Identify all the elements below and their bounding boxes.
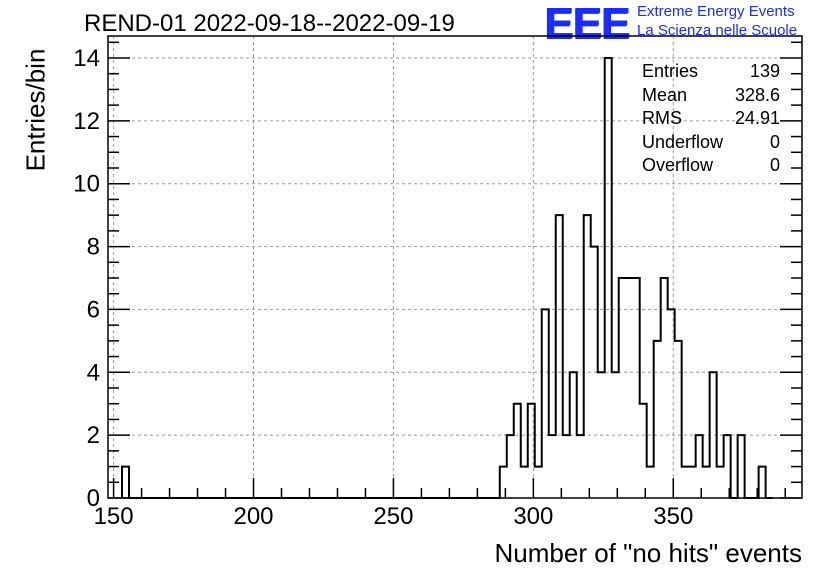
y-tick-label: 4: [87, 359, 100, 386]
x-tick-label: 350: [653, 503, 693, 530]
eee-logo-mark: EEE: [544, 0, 630, 48]
x-tick-label: 200: [233, 503, 273, 530]
chart-title: REND-01 2022-09-18--2022-09-19: [84, 10, 455, 37]
y-tick-label: 0: [87, 485, 100, 512]
logo-line-2: La Scienza nelle Scuole: [637, 22, 798, 39]
y-tick-labels: 0 2 4 6 8 10 12 14: [73, 45, 100, 512]
stat-entries: Entries 139: [642, 61, 780, 81]
stat-rms: RMS 24.91: [642, 108, 780, 128]
y-tick-label: 8: [87, 234, 100, 261]
y-tick-label: 10: [73, 171, 100, 198]
y-tick-label: 14: [73, 45, 100, 72]
x-tick-label: 250: [373, 503, 413, 530]
stat-mean: Mean 328.6: [642, 84, 780, 105]
axis-ticks: [108, 41, 802, 499]
eee-logo-text: Extreme Energy Events La Scienza nelle S…: [637, 2, 797, 40]
x-tick-label: 150: [94, 503, 134, 530]
y-axis-label: Entries/bin: [20, 48, 51, 172]
stat-underflow: Underflow 0: [642, 131, 780, 152]
plot-frame: [107, 35, 803, 499]
logo-line-1: Extreme Energy Events: [637, 3, 795, 20]
stats-box: Entries 139 Mean 328.6 RMS 24.91 Underflow 0…: [642, 60, 780, 178]
grid-lines: [108, 36, 802, 498]
y-tick-label: 6: [87, 296, 100, 323]
stat-overflow: Overflow 0: [642, 155, 780, 175]
x-axis-label: Number of "no hits" events: [494, 538, 803, 568]
x-tick-label: 300: [513, 503, 553, 530]
x-tick-labels: 150 200 250 300 350: [94, 503, 694, 530]
y-tick-label: 12: [73, 108, 100, 135]
y-tick-label: 2: [87, 422, 100, 449]
